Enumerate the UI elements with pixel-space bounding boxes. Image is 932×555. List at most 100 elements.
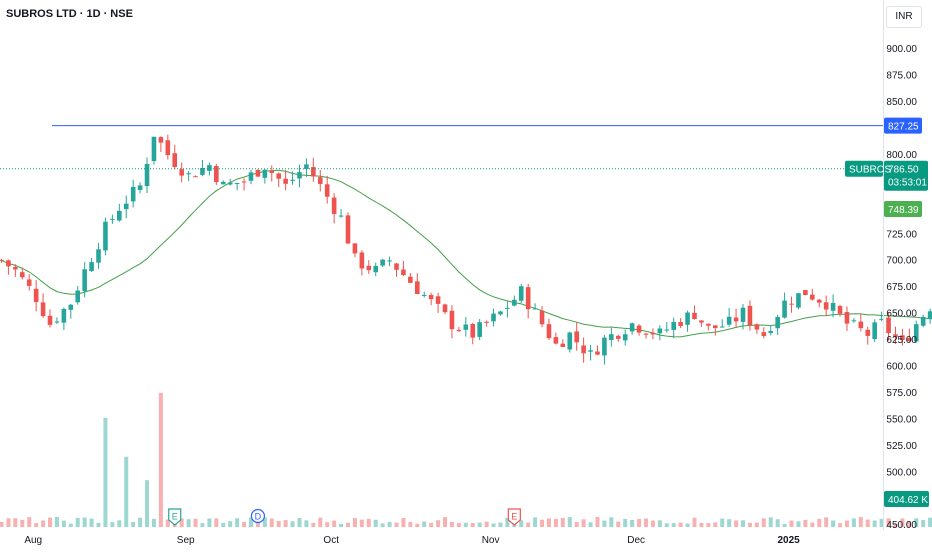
candle <box>872 319 877 342</box>
volume-bar <box>623 519 627 527</box>
volume-bar <box>582 519 586 527</box>
price-tick-label: 550.00 <box>886 414 917 425</box>
candle <box>159 136 164 152</box>
volume-bar <box>720 518 724 527</box>
candle <box>263 169 268 183</box>
candle <box>283 170 288 190</box>
candle-body <box>540 311 545 325</box>
candle-body <box>366 266 371 270</box>
volume-bar <box>658 520 662 527</box>
candle <box>748 300 753 330</box>
candle <box>852 318 857 323</box>
candle <box>775 315 780 335</box>
volume-bar <box>533 517 537 527</box>
volume-bar <box>242 522 246 527</box>
volume-bar <box>117 520 121 527</box>
volume-bar <box>554 519 558 527</box>
volume-bar <box>921 520 925 527</box>
candle <box>55 317 60 324</box>
volume-bar <box>616 522 620 527</box>
candle <box>429 293 434 305</box>
volume-bar <box>90 519 94 527</box>
volume-bar <box>200 523 204 527</box>
volume-bar <box>852 518 856 527</box>
candle <box>200 160 205 176</box>
volume-bar <box>381 523 385 527</box>
candle-body <box>824 302 829 309</box>
candle <box>464 317 469 337</box>
volume-layer <box>0 393 932 527</box>
volume-bar <box>97 523 101 527</box>
volume-bar <box>284 520 288 527</box>
candle-body <box>69 305 74 310</box>
candle <box>734 309 739 328</box>
volume-bar <box>138 518 142 527</box>
candle <box>75 286 80 304</box>
candle <box>768 325 773 335</box>
candle-body <box>831 303 836 311</box>
marker-letter: E <box>172 512 178 522</box>
candle-body <box>62 309 67 323</box>
currency-button[interactable]: INR <box>886 6 922 28</box>
candle-body <box>55 322 60 323</box>
candle-body <box>415 281 420 294</box>
candle <box>692 306 697 320</box>
volume-bar <box>228 521 232 527</box>
candle-body <box>706 324 711 326</box>
candle <box>602 335 607 365</box>
volume-bar <box>817 519 821 527</box>
candle <box>276 172 281 187</box>
candle-body <box>588 350 593 351</box>
volume-bar <box>214 518 218 527</box>
candle-body <box>810 295 815 300</box>
volume-bar <box>706 523 710 527</box>
candle-body <box>394 263 399 269</box>
candle <box>644 333 649 339</box>
candle <box>6 260 11 275</box>
candle-body <box>699 320 704 322</box>
candle-body <box>505 308 510 309</box>
candle <box>540 306 545 327</box>
volume-bar <box>526 522 530 527</box>
candle-body <box>48 316 53 325</box>
candle-body <box>727 317 732 325</box>
volume-bar <box>679 523 683 527</box>
candle-body <box>117 211 122 221</box>
volume-bar <box>464 523 468 527</box>
candle <box>498 311 503 316</box>
candle-body <box>228 183 233 185</box>
volume-bar <box>776 519 780 527</box>
candle-body <box>671 322 676 330</box>
candle <box>512 296 517 307</box>
candle-body <box>75 291 80 303</box>
candle <box>755 323 760 333</box>
candle <box>394 263 399 277</box>
volume-bar <box>492 523 496 527</box>
candle <box>69 304 74 319</box>
candle <box>685 311 690 332</box>
volume-bar <box>55 517 59 527</box>
candle-body <box>353 243 358 253</box>
candle-body <box>207 165 212 171</box>
volume-bar <box>824 517 828 527</box>
candle-body <box>609 334 614 340</box>
candle <box>242 178 247 190</box>
candle <box>706 323 711 330</box>
candle <box>436 293 441 313</box>
candle-body <box>547 324 552 338</box>
candle <box>221 180 226 184</box>
price-tick-label: 625.00 <box>886 335 917 346</box>
volume-bar <box>478 523 482 527</box>
volume-bar <box>339 524 343 527</box>
volume-bar <box>0 522 4 527</box>
candle-body <box>436 296 441 304</box>
candle <box>124 196 129 219</box>
candle-body <box>664 330 669 331</box>
volume-bar <box>845 521 849 527</box>
volume-bar <box>83 517 87 527</box>
volume-bar <box>471 523 475 527</box>
volume-bar <box>20 520 24 527</box>
volume-bar <box>277 521 281 527</box>
